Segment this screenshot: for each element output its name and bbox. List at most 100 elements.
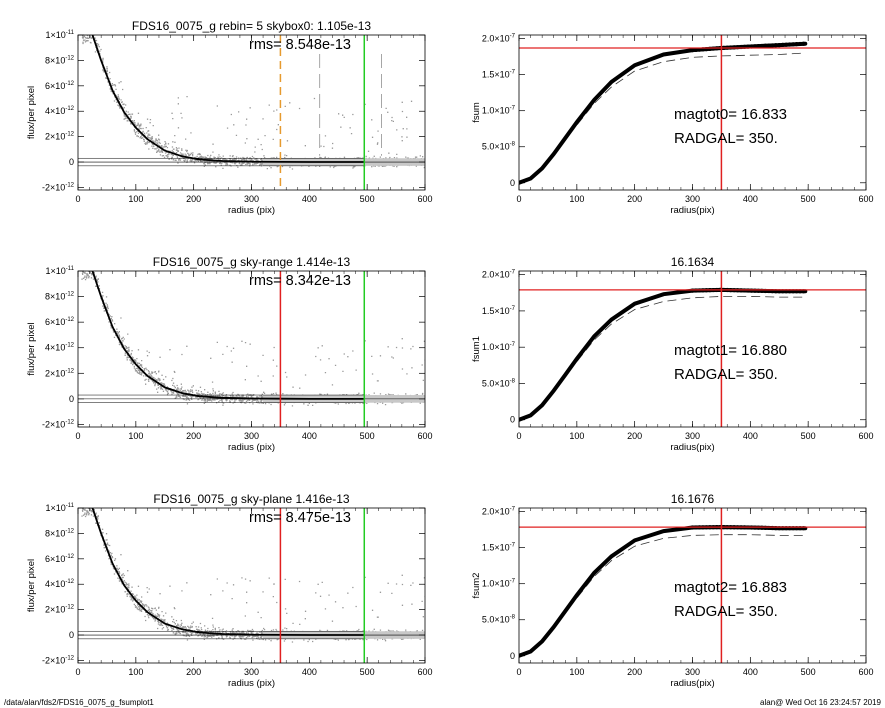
y-axis-label: flux/per pixel bbox=[26, 559, 37, 612]
x-tick-label: 300 bbox=[244, 667, 259, 677]
x-tick-label: 200 bbox=[186, 194, 201, 204]
y-tick-label: 8×10-12 bbox=[45, 55, 75, 65]
y-tick-label: 4×10-12 bbox=[45, 343, 75, 353]
x-tick-label: 100 bbox=[128, 667, 143, 677]
y-tick-label: 1.0×10-7 bbox=[482, 106, 516, 116]
y-tick-label: 1×10-11 bbox=[45, 266, 74, 276]
y-tick-label: 1.5×10-7 bbox=[482, 306, 516, 316]
plot-frame bbox=[77, 507, 426, 664]
chart-profile-2: 0 100 200 300 400 500 600 1×10-11 8×10-12 6×10-12… bbox=[26, 255, 433, 453]
x-tick-label: 0 bbox=[516, 431, 521, 441]
y-tick-label: 1.0×10-7 bbox=[482, 342, 516, 352]
y-tick-label: 1.0×10-7 bbox=[482, 579, 516, 589]
y-tick-label: 6×10-12 bbox=[45, 554, 75, 564]
x-tick-label: 300 bbox=[685, 431, 700, 441]
x-tick-label: 600 bbox=[858, 194, 873, 204]
mean-profile-line bbox=[91, 35, 365, 163]
y-tick-label: 2×10-12 bbox=[45, 368, 75, 378]
y-tick-label: 0 bbox=[69, 157, 74, 167]
x-tick-label: 0 bbox=[516, 667, 521, 677]
x-axis-label: radius (pix) bbox=[228, 205, 275, 216]
y-tick-label: 0 bbox=[510, 651, 515, 661]
x-tick-label: 100 bbox=[128, 431, 143, 441]
x-tick-label: 200 bbox=[186, 667, 201, 677]
magtot-label: magtot2= 16.883 bbox=[674, 579, 787, 596]
plot-area bbox=[519, 271, 866, 427]
chart-title: FDS16_0075_g sky-range 1.414e-13 bbox=[153, 255, 351, 269]
footer-timestamp: alan@ Wed Oct 16 23:24:57 2019 bbox=[760, 698, 881, 707]
chart-title: 16.1676 bbox=[671, 492, 715, 506]
magtot-label: magtot1= 16.880 bbox=[674, 342, 787, 359]
y-tick-label: 1.5×10-7 bbox=[482, 70, 516, 80]
x-tick-label: 100 bbox=[569, 667, 584, 677]
x-tick-label: 500 bbox=[360, 667, 375, 677]
x-axis-label: radius(pix) bbox=[670, 678, 714, 689]
chart-profile-1: 0 100 200 300 400 500 600 1×10-11 8×10-12 6×10-12… bbox=[26, 19, 433, 216]
chart-curve-3: magtot2= 16.883 RADGAL= 350. 0 100 200 300 400… bbox=[471, 492, 874, 689]
x-tick-label: 0 bbox=[75, 194, 80, 204]
y-tick-label: 6×10-12 bbox=[45, 317, 75, 327]
y-tick-label: 6×10-12 bbox=[45, 81, 75, 91]
x-tick-label: 300 bbox=[244, 431, 259, 441]
x-tick-label: 100 bbox=[569, 431, 584, 441]
y-tick-label: 2.0×10-7 bbox=[482, 270, 516, 280]
chart-curve-1: magtot0= 16.833 RADGAL= 350. 0 100 200 300 400… bbox=[471, 34, 874, 216]
x-tick-label: 600 bbox=[417, 431, 432, 441]
x-tick-label: 200 bbox=[627, 194, 642, 204]
plot-area bbox=[78, 508, 425, 663]
rms-label: rms= 8.548e-13 bbox=[249, 37, 351, 53]
x-tick-label: 400 bbox=[302, 667, 317, 677]
y-tick-label: 0 bbox=[510, 415, 515, 425]
y-tick-label: 2.0×10-7 bbox=[482, 34, 516, 44]
plot-area bbox=[78, 35, 425, 190]
x-tick-label: 500 bbox=[801, 431, 816, 441]
y-tick-label: 4×10-12 bbox=[45, 579, 75, 589]
y-tick-label: 8×10-12 bbox=[45, 292, 75, 302]
chart-title: FDS16_0075_g sky-plane 1.416e-13 bbox=[153, 492, 349, 506]
y-tick-label: -2×10-12 bbox=[42, 419, 75, 429]
mean-profile-line bbox=[91, 508, 365, 636]
x-tick-label: 500 bbox=[801, 194, 816, 204]
x-tick-label: 600 bbox=[417, 667, 432, 677]
x-tick-label: 400 bbox=[302, 194, 317, 204]
x-tick-label: 300 bbox=[685, 194, 700, 204]
y-tick-label: 1×10-11 bbox=[45, 30, 74, 40]
mean-profile-line bbox=[91, 271, 365, 400]
x-tick-label: 500 bbox=[360, 431, 375, 441]
x-tick-label: 200 bbox=[627, 431, 642, 441]
y-axis-label: flux/per pixel bbox=[26, 86, 37, 139]
x-tick-label: 100 bbox=[128, 194, 143, 204]
y-tick-label: 5.0×10-8 bbox=[482, 615, 516, 625]
y-tick-label: 2×10-12 bbox=[45, 605, 75, 615]
x-tick-label: 300 bbox=[244, 194, 259, 204]
cumulative-curve bbox=[519, 41, 808, 185]
radgal-label: RADGAL= 350. bbox=[674, 603, 778, 620]
x-tick-label: 500 bbox=[360, 194, 375, 204]
magtot-label: magtot0= 16.833 bbox=[674, 106, 787, 123]
x-tick-label: 600 bbox=[858, 431, 873, 441]
plot-frame bbox=[77, 34, 426, 191]
y-tick-label: 5.0×10-8 bbox=[482, 378, 516, 388]
chart-profile-3: 0 100 200 300 400 500 600 1×10-11 8×10-12 6×10-12… bbox=[26, 492, 433, 689]
y-tick-label: 0 bbox=[510, 178, 515, 188]
curve-marker bbox=[801, 41, 806, 46]
plot-frame bbox=[77, 270, 426, 428]
chart-curve-2: magtot1= 16.880 RADGAL= 350. 0 100 200 300 400… bbox=[471, 255, 874, 453]
x-tick-label: 200 bbox=[627, 667, 642, 677]
y-tick-label: -2×10-12 bbox=[42, 655, 75, 665]
radgal-label: RADGAL= 350. bbox=[674, 366, 778, 383]
y-tick-label: 8×10-12 bbox=[45, 528, 75, 538]
x-tick-label: 0 bbox=[75, 667, 80, 677]
plot-area bbox=[519, 508, 866, 663]
x-tick-label: 400 bbox=[302, 431, 317, 441]
y-axis-label: fsum bbox=[471, 102, 482, 123]
y-axis-label: fsum1 bbox=[471, 336, 482, 362]
x-tick-label: 400 bbox=[743, 194, 758, 204]
chart-title: FDS16_0075_g rebin= 5 skybox0: 1.105e-13 bbox=[132, 19, 371, 33]
y-tick-label: 0 bbox=[69, 394, 74, 404]
y-tick-label: 4×10-12 bbox=[45, 106, 75, 116]
curve-marker bbox=[801, 526, 806, 531]
rms-label: rms= 8.342e-13 bbox=[249, 273, 351, 289]
curve-markers bbox=[690, 41, 806, 53]
y-tick-label: 2.0×10-7 bbox=[482, 507, 516, 517]
